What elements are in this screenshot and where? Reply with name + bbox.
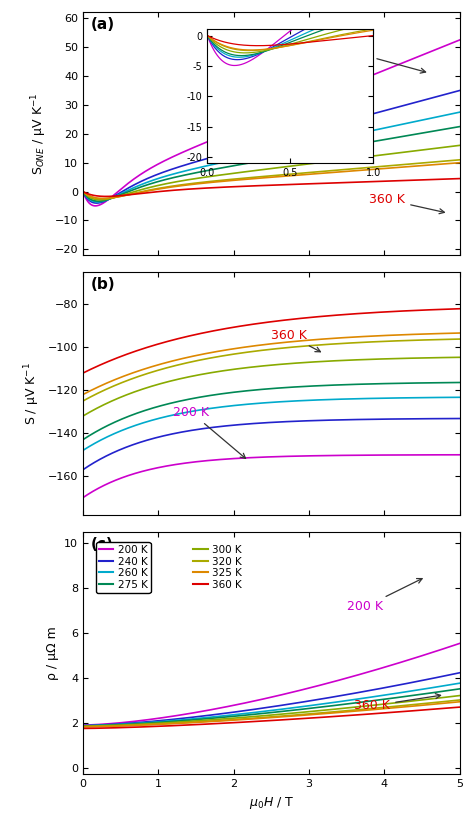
- Text: (c): (c): [91, 537, 113, 552]
- Text: 200 K: 200 K: [346, 578, 422, 613]
- Text: 360 K: 360 K: [369, 193, 445, 214]
- X-axis label: $\mu_0 H$ / T: $\mu_0 H$ / T: [249, 795, 294, 811]
- Y-axis label: S / μV K$^{-1}$: S / μV K$^{-1}$: [22, 362, 42, 425]
- Y-axis label: ρ / μΩ m: ρ / μΩ m: [46, 627, 58, 680]
- Text: 360 K: 360 K: [354, 694, 440, 712]
- Text: (b): (b): [91, 277, 115, 292]
- Text: (a): (a): [91, 17, 115, 32]
- Text: 200 K: 200 K: [336, 46, 426, 73]
- Text: 360 K: 360 K: [271, 329, 320, 352]
- Legend: 300 K, 320 K, 325 K, 360 K: 300 K, 320 K, 325 K, 360 K: [190, 542, 245, 593]
- Text: 200 K: 200 K: [173, 406, 246, 459]
- Y-axis label: S$_{ONE}$ / μV K$^{-1}$: S$_{ONE}$ / μV K$^{-1}$: [29, 92, 49, 175]
